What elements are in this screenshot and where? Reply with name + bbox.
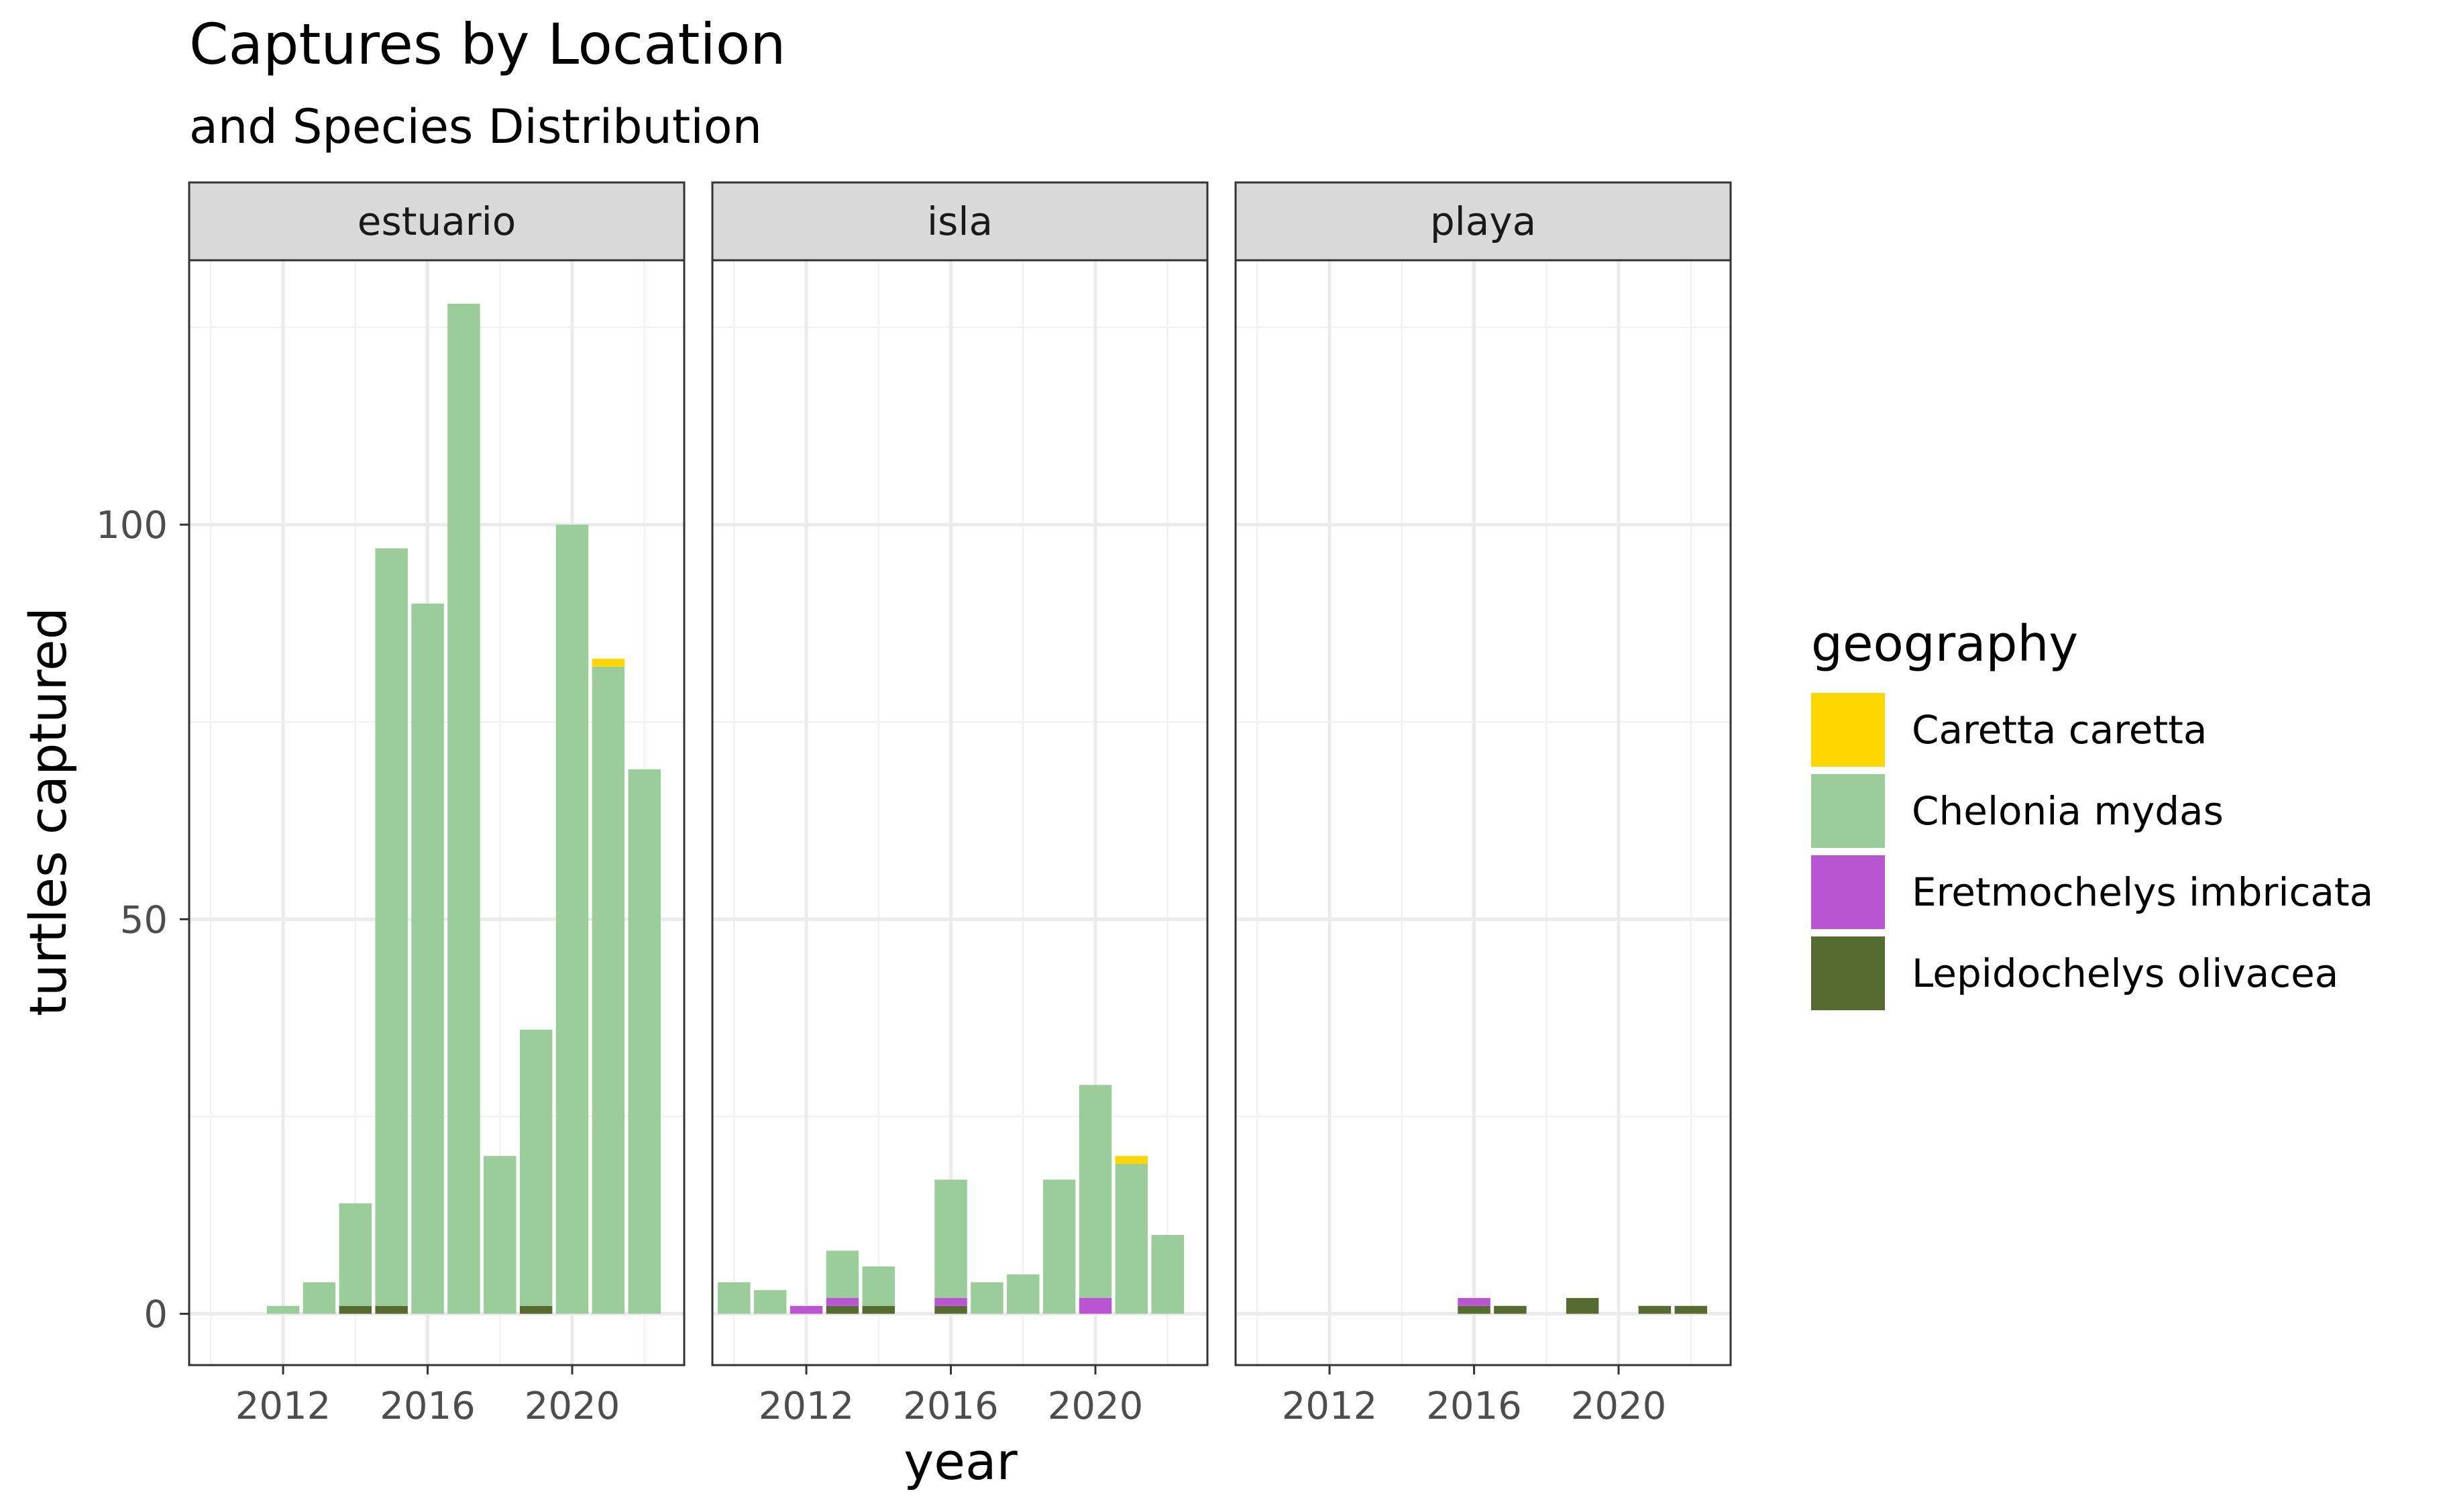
- x-tick-label: 2020: [525, 1385, 620, 1428]
- bar-segment: [484, 1156, 517, 1314]
- bar-segment: [753, 1290, 787, 1314]
- panel-background: [1236, 260, 1731, 1365]
- facet-strip: [188, 181, 686, 262]
- x-tick-label: 2020: [1048, 1385, 1144, 1428]
- bar-segment: [1079, 1085, 1112, 1299]
- bar-segment: [375, 548, 408, 1306]
- x-tick-label: 2020: [1571, 1385, 1667, 1428]
- legend-label: Caretta caretta: [1912, 707, 2207, 753]
- bar-segment: [447, 303, 480, 1314]
- x-tick-label: 2012: [1282, 1385, 1378, 1428]
- bar-segment: [519, 1305, 553, 1314]
- x-tick-label: 2012: [235, 1385, 331, 1428]
- panel-isla: isla 2012 2016 2020: [711, 181, 1209, 1428]
- legend-label: Lepidochelys olivacea: [1912, 951, 2338, 996]
- bar-segment: [375, 1305, 408, 1314]
- facet-strip-label: playa: [1430, 199, 1536, 244]
- bar-segment: [411, 603, 444, 1314]
- bar-segment: [1674, 1305, 1707, 1314]
- bar-segment: [339, 1305, 372, 1314]
- legend-label: Chelonia mydas: [1912, 788, 2224, 834]
- x-tick-label: 2016: [1426, 1385, 1522, 1428]
- bar-segment: [339, 1203, 372, 1306]
- x-tick-label: 2016: [380, 1385, 476, 1428]
- bar-segment: [1042, 1179, 1076, 1314]
- x-tick-label: 2016: [903, 1385, 999, 1428]
- y-axis-title: turtles captured: [18, 607, 78, 1016]
- bar-segment: [1079, 1298, 1112, 1314]
- chart-title: Captures by Location: [189, 11, 785, 77]
- bar-segment: [826, 1305, 859, 1314]
- chart-subtitle: and Species Distribution: [189, 99, 762, 154]
- legend-title: geography: [1811, 615, 2078, 673]
- legend-key: [1811, 855, 1885, 929]
- bar-segment: [1566, 1298, 1599, 1314]
- bar-segment: [266, 1305, 300, 1314]
- bar-segment: [1458, 1298, 1490, 1306]
- x-tick-label: 2012: [759, 1385, 855, 1428]
- bar-segment: [971, 1282, 1003, 1314]
- bar-segment: [718, 1282, 751, 1314]
- y-tick-label: 100: [96, 504, 168, 547]
- bar-segment: [1115, 1164, 1148, 1314]
- facet-strip: [1234, 181, 1732, 262]
- bar-segment: [826, 1250, 859, 1299]
- bar-segment: [555, 525, 589, 1314]
- bar-segment: [592, 659, 625, 667]
- legend-key: [1811, 936, 1885, 1010]
- facet-strip: [711, 181, 1209, 262]
- bar-segment: [628, 769, 661, 1314]
- legend: geography Caretta caretta Chelonia mydas E…: [1811, 615, 2373, 1010]
- facet-strip-label: estuario: [358, 199, 516, 244]
- facet-strip-label: isla: [927, 199, 993, 244]
- bar-segment: [934, 1305, 967, 1314]
- panel-estuario: estuario 2012 2016 2020: [188, 181, 686, 1428]
- bar-segment: [519, 1030, 553, 1306]
- bar-segment: [862, 1266, 895, 1306]
- x-axis-title: year: [904, 1432, 1018, 1491]
- bar-segment: [303, 1282, 336, 1314]
- bar-segment: [1494, 1305, 1527, 1314]
- bar-segment: [826, 1298, 859, 1306]
- bar-segment: [790, 1305, 823, 1314]
- bar-segment: [1151, 1234, 1184, 1314]
- bar-segment: [1115, 1156, 1148, 1165]
- legend-label: Eretmochelys imbricata: [1912, 869, 2373, 915]
- bar-segment: [1458, 1305, 1490, 1314]
- bar-segment: [592, 666, 625, 1314]
- bar-segment: [934, 1298, 967, 1306]
- legend-key: [1811, 774, 1885, 848]
- y-tick-label: 0: [144, 1293, 168, 1337]
- panel-playa: playa 2012 2016 2020: [1234, 181, 1732, 1428]
- bar-segment: [1007, 1274, 1040, 1314]
- y-tick-label: 50: [120, 898, 168, 942]
- bar-segment: [1638, 1305, 1672, 1314]
- bar-segment: [862, 1305, 895, 1314]
- bar-segment: [934, 1179, 967, 1299]
- legend-key: [1811, 693, 1885, 767]
